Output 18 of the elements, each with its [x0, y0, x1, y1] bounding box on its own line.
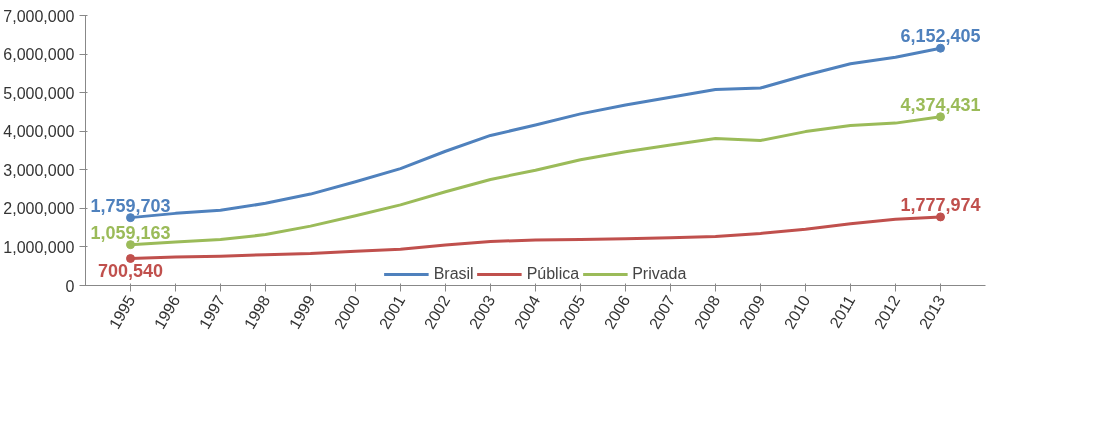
point — [126, 253, 135, 263]
y-tick-label: 7,000,000 — [3, 7, 75, 25]
y-tick-label: 0 — [65, 277, 75, 295]
legend-label: Pública — [526, 265, 580, 283]
data-label: 700,540 — [97, 261, 164, 282]
data-label: 6,152,405 — [900, 26, 981, 47]
legend-label: Privada — [632, 265, 687, 283]
y-tick-label: 6,000,000 — [3, 46, 75, 64]
y-tick-label: 2,000,000 — [3, 200, 75, 218]
y-tick-label: 3,000,000 — [3, 161, 75, 179]
data-label: 1,759,703 — [90, 195, 171, 216]
data-label: 4,374,431 — [900, 94, 981, 115]
y-tick-label: 4,000,000 — [3, 123, 75, 141]
y-tick-label: 1,000,000 — [3, 238, 75, 256]
data-label: 1,059,163 — [90, 222, 171, 243]
y-tick-label: 5,000,000 — [3, 84, 75, 102]
legend-label: Brasil — [433, 265, 474, 283]
data-label: 1,777,974 — [900, 194, 981, 215]
